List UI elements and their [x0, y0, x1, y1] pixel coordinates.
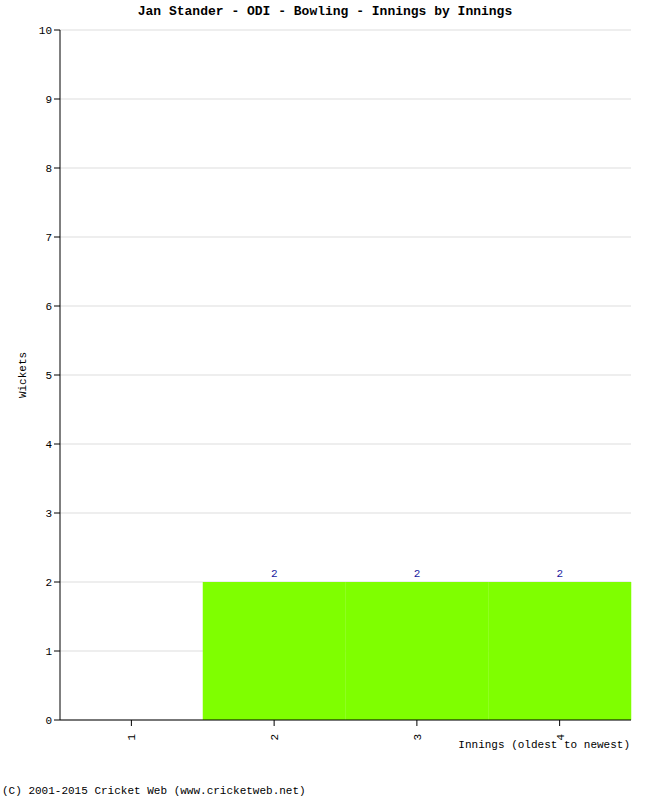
svg-text:1: 1: [45, 646, 52, 658]
svg-text:Wickets: Wickets: [17, 352, 29, 398]
html-text:Innings (oldest to newest): Innings (oldest to newest): [458, 739, 630, 751]
svg-text:2: 2: [414, 568, 421, 580]
svg-text:2: 2: [269, 734, 281, 741]
svg-text:2: 2: [556, 568, 563, 580]
svg-text:3: 3: [412, 734, 424, 741]
svg-text:10: 10: [39, 25, 52, 37]
svg-text:2: 2: [45, 577, 52, 589]
svg-text:7: 7: [45, 232, 52, 244]
svg-text:4: 4: [45, 439, 52, 451]
svg-text:9: 9: [45, 94, 52, 106]
svg-text:5: 5: [45, 370, 52, 382]
svg-text:4: 4: [554, 734, 567, 741]
html-text:Jan Stander - ODI - Bowling -: Jan Stander - ODI - Bowling - Innings by…: [137, 4, 513, 19]
svg-text:1: 1: [126, 734, 138, 741]
svg-text:8: 8: [45, 163, 52, 175]
svg-text:6: 6: [45, 301, 52, 313]
svg-text:2: 2: [271, 568, 278, 580]
svg-text:3: 3: [45, 508, 52, 520]
html-text:(C) 2001-2015 Cricket Web (www: (C) 2001-2015 Cricket Web (www.cricketwe…: [2, 785, 306, 797]
svg-text:0: 0: [45, 715, 52, 727]
